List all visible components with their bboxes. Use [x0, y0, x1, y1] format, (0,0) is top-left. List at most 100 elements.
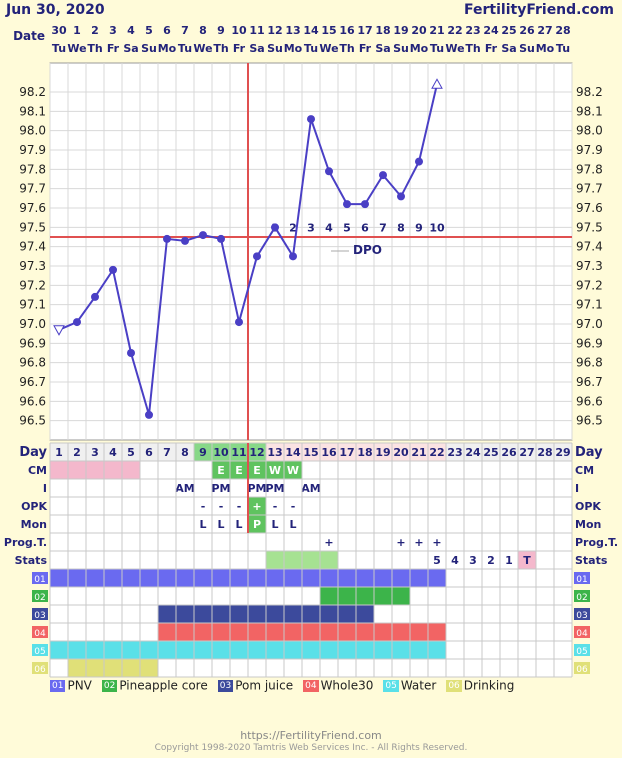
y-tick-label-right: 98.0	[576, 124, 603, 138]
weekday-label: Sa	[123, 42, 138, 55]
custom-id-left: 01	[34, 575, 45, 585]
date-label: 6	[163, 24, 171, 37]
weekday-label: Mo	[410, 42, 429, 55]
cm-value: E	[235, 464, 243, 477]
legend-label: Drinking	[463, 678, 515, 693]
y-tick-label-right: 97.7	[576, 182, 603, 196]
custom-id-right-box	[574, 626, 590, 638]
weekday-label: Fr	[233, 42, 246, 55]
cycle-day-label: 22	[429, 446, 444, 459]
stats-value: 3	[469, 554, 477, 567]
legend-id: 05	[383, 679, 399, 692]
cm-period-cell	[122, 461, 140, 479]
temperature-point	[163, 234, 171, 243]
monitor-value: L	[199, 518, 206, 531]
custom-id-right: 06	[576, 665, 588, 675]
date-label: 19	[393, 24, 408, 37]
day-cell	[140, 443, 158, 461]
day-cell	[338, 443, 356, 461]
y-tick-label-right: 97.6	[576, 201, 603, 215]
date-label: 5	[145, 24, 153, 37]
opk-value: -	[201, 500, 206, 513]
weekday-label: Tu	[430, 42, 444, 55]
date-label: 22	[447, 24, 462, 37]
weekday-label: Mo	[536, 42, 555, 55]
row-label-right: OPK	[575, 500, 601, 513]
weekday-label: We	[445, 42, 464, 55]
y-tick-label-left: 98.1	[19, 104, 46, 118]
row-label-left: Mon	[21, 518, 47, 531]
stats-value: 5	[433, 554, 441, 567]
cm-period-cell	[68, 461, 86, 479]
row-label-right: CM	[575, 464, 594, 477]
row-label-left: OPK	[21, 500, 47, 513]
custom-id-left-box	[32, 608, 48, 620]
temperature-point	[289, 252, 297, 261]
day-cell	[50, 443, 68, 461]
weekday-label: We	[319, 42, 338, 55]
temperature-point	[325, 167, 333, 176]
cycle-day-label: 14	[285, 446, 301, 459]
date-label: 16	[339, 24, 355, 37]
custom-id-left-box	[32, 626, 48, 638]
weekday-label: Tu	[304, 42, 318, 55]
day-cell	[320, 443, 338, 461]
cm-value: W	[269, 464, 281, 477]
custom-id-left: 03	[34, 611, 45, 621]
opk-positive-cell	[248, 497, 266, 515]
day-cell	[104, 443, 122, 461]
dpo-text: DPO	[353, 243, 382, 257]
opk-value: +	[252, 500, 261, 513]
cm-cell	[248, 461, 266, 479]
weekday-label: Th	[87, 42, 102, 55]
dpo-label: 10	[429, 221, 445, 234]
legend-id: 06	[446, 679, 462, 692]
row-label-right: Mon	[575, 518, 601, 531]
y-tick-label-right: 97.8	[576, 162, 603, 176]
cm-value: E	[217, 464, 225, 477]
intercourse-value: PM	[265, 482, 284, 495]
weekday-label: Tu	[52, 42, 66, 55]
intercourse-value: AM	[175, 482, 194, 495]
intercourse-value: PM	[247, 482, 266, 495]
y-tick-label-right: 96.7	[576, 375, 603, 389]
date-label: 26	[519, 24, 535, 37]
cycle-day-label: 15	[303, 446, 318, 459]
day-cell	[86, 443, 104, 461]
weekday-label: Tu	[556, 42, 570, 55]
stats-green-cell	[266, 551, 284, 569]
row-label-right: I	[575, 482, 579, 495]
temperature-point	[181, 236, 189, 245]
cycle-day-label: 25	[483, 446, 498, 459]
intercourse-value: PM	[211, 482, 230, 495]
weekday-label: Su	[267, 42, 283, 55]
legend-item: 05 Water	[383, 678, 436, 693]
cm-period-cell	[50, 461, 68, 479]
footer-url[interactable]: https://FertilityFriend.com	[240, 729, 382, 742]
day-cell	[554, 443, 572, 461]
custom-id-left: 02	[34, 593, 45, 603]
row-label-left: Day	[19, 445, 47, 460]
y-tick-label-right: 97.4	[576, 240, 603, 254]
weekday-label: Th	[465, 42, 480, 55]
temperature-point	[235, 318, 243, 327]
date-label: 20	[411, 24, 427, 37]
legend-item: 03 Pom juice	[217, 678, 293, 693]
y-tick-label-left: 98.2	[19, 85, 46, 99]
temperature-point	[307, 115, 315, 124]
temperature-point	[73, 318, 81, 327]
stats-value: T	[523, 554, 531, 567]
monitor-peak-cell	[248, 515, 266, 533]
temperature-point	[199, 231, 207, 240]
row-label-left: CM	[28, 464, 47, 477]
temperature-point	[343, 200, 351, 209]
page-title: Jun 30, 2020	[6, 2, 105, 18]
weekday-label: Su	[519, 42, 535, 55]
weekday-label: Mo	[284, 42, 303, 55]
cycle-day-label: 28	[537, 446, 552, 459]
temperature-point	[361, 200, 369, 209]
legend-id: 04	[303, 679, 319, 692]
custom-id-left-box	[32, 644, 48, 656]
brand-link[interactable]: FertilityFriend.com	[464, 2, 614, 18]
footer-copyright: Copyright 1998-2020 Tamtris Web Services…	[154, 743, 468, 753]
